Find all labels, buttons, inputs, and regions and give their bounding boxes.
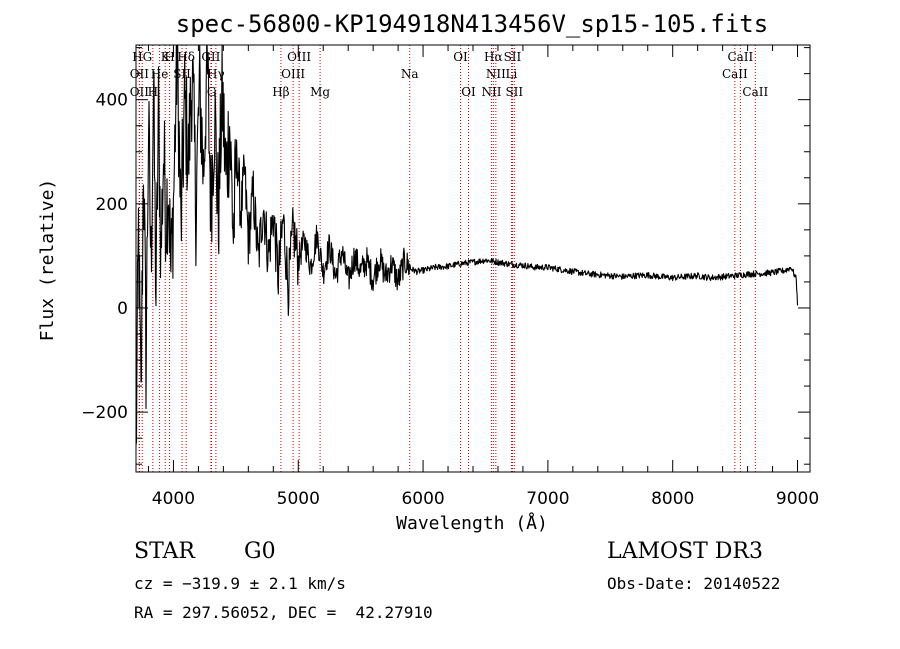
line-marker-label-22: Li xyxy=(506,67,518,81)
line-marker-label-13: OIII xyxy=(281,67,305,81)
axis-ticks: 4000 5000 6000 7000 8000 9000 −200 0 200 400 xyxy=(81,45,819,509)
chart-title: spec-56800-KP194918N413456V_sp15-105.fit… xyxy=(176,10,768,38)
line-marker-label-3: Hδ xyxy=(177,50,195,64)
line-marker-label-26: CaII xyxy=(722,67,748,81)
x-tick-label: 5000 xyxy=(277,489,320,509)
line-marker-label-16: Na xyxy=(401,67,419,81)
line-marker-label-24: SII xyxy=(505,85,523,99)
y-tick-label: 400 xyxy=(96,91,128,111)
survey-name: LAMOST DR3 xyxy=(607,539,763,564)
line-marker-label-7: OII xyxy=(130,85,150,99)
x-tick-label: 4000 xyxy=(152,489,195,509)
y-axis-label: Flux (relative) xyxy=(37,179,58,342)
line-marker-label-17: OI xyxy=(453,50,468,64)
y-tick-label: −200 xyxy=(81,403,128,423)
line-marker-label-15: Mg xyxy=(310,85,330,99)
plot-frame xyxy=(135,44,811,473)
y-tick-label: 200 xyxy=(96,195,128,215)
x-tick-label: 6000 xyxy=(401,489,444,509)
line-marker-label-2: H xyxy=(164,50,174,64)
line-marker-label-27: CaII xyxy=(742,85,768,99)
line-marker-label-21: NII xyxy=(486,67,506,81)
line-marker-label-8: H xyxy=(148,85,158,99)
object-subclass: G0 xyxy=(244,539,276,564)
x-axis-label: Wavelength (Å) xyxy=(396,512,548,534)
line-marker-label-19: Hα xyxy=(484,50,503,64)
line-marker-label-5: He xyxy=(151,67,169,81)
line-markers xyxy=(138,45,756,472)
redshift-velocity: cz = −319.9 ± 2.1 km/s xyxy=(134,574,346,593)
series-group xyxy=(135,44,799,445)
line-marker-label-0: HG xyxy=(132,50,152,64)
spectrum-figure: spec-56800-KP194918N413456V_sp15-105.fit… xyxy=(37,10,819,534)
y-tick-label: 0 xyxy=(117,299,128,319)
line-marker-label-25: CaII xyxy=(727,50,753,64)
line-marker-label-20: SII xyxy=(504,50,522,64)
line-marker-label-11: G xyxy=(207,85,217,99)
line-marker-label-23: NII xyxy=(481,85,501,99)
observation-date: Obs-Date: 20140522 xyxy=(607,574,781,593)
x-tick-label: 8000 xyxy=(651,489,694,509)
line-marker-label-10: Hγ xyxy=(207,67,225,81)
x-tick-label: 7000 xyxy=(526,489,569,509)
flux-line xyxy=(135,44,799,445)
line-marker-label-9: GII xyxy=(201,50,220,64)
line-marker-label-12: OIII xyxy=(287,50,311,64)
line-marker-label-14: Hβ xyxy=(272,85,289,99)
object-class: STAR xyxy=(134,539,195,564)
line-marker-label-1: K xyxy=(161,50,171,64)
x-tick-label: 9000 xyxy=(776,489,819,509)
line-marker-label-18: OI xyxy=(461,85,476,99)
coordinates: RA = 297.56052, DEC = 42.27910 xyxy=(134,603,433,622)
